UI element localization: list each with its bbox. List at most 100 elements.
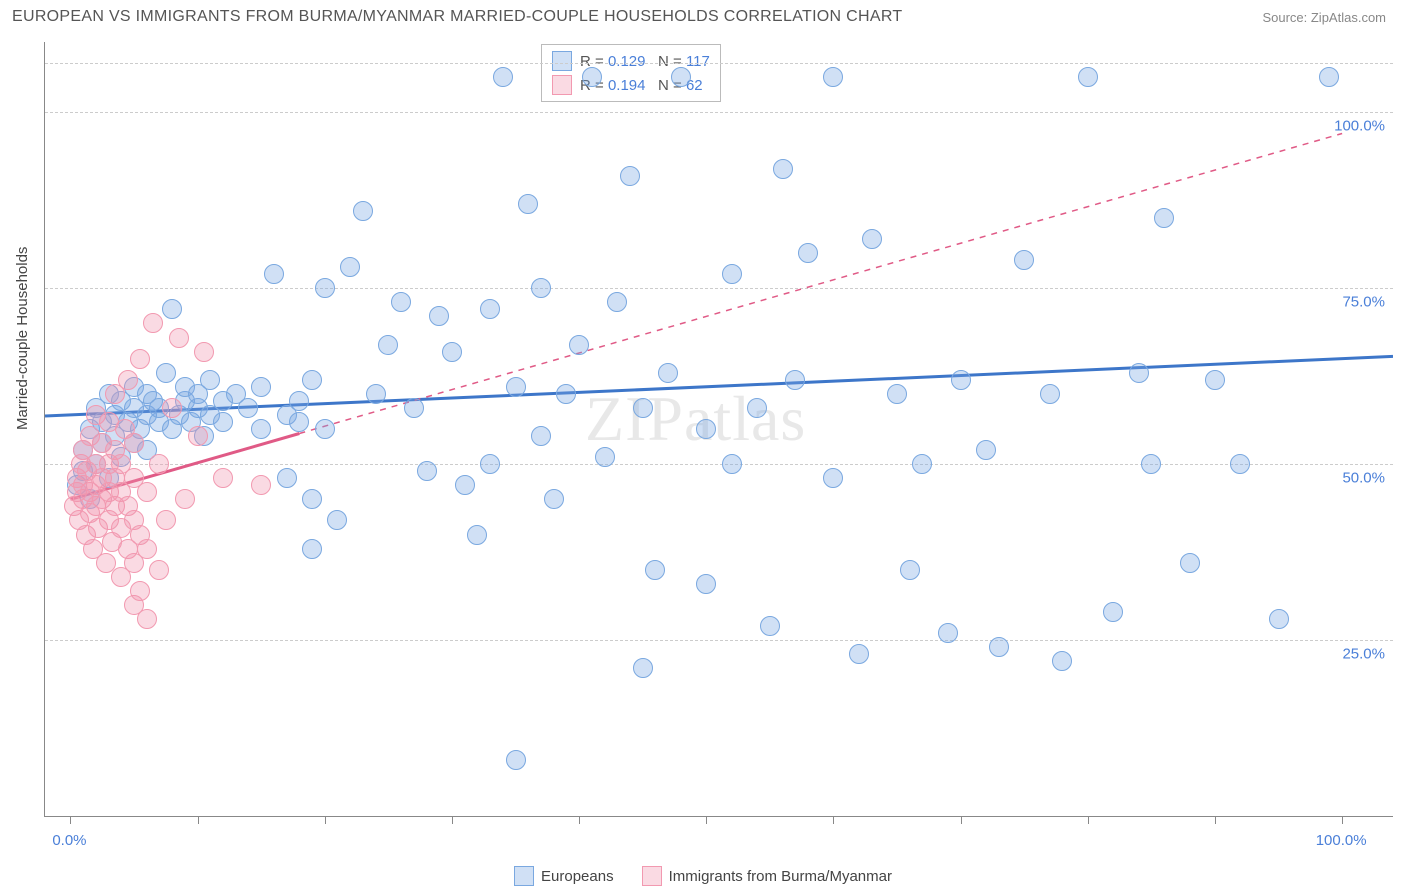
data-point bbox=[137, 482, 157, 502]
data-point bbox=[156, 510, 176, 530]
gridline bbox=[45, 63, 1393, 64]
data-point bbox=[989, 637, 1009, 657]
data-point bbox=[289, 391, 309, 411]
data-point bbox=[645, 560, 665, 580]
xtick bbox=[833, 816, 834, 824]
data-point bbox=[251, 475, 271, 495]
data-point bbox=[169, 328, 189, 348]
data-point bbox=[467, 525, 487, 545]
data-point bbox=[366, 384, 386, 404]
data-point bbox=[480, 299, 500, 319]
xtick bbox=[325, 816, 326, 824]
xtick bbox=[1088, 816, 1089, 824]
data-point bbox=[747, 398, 767, 418]
data-point bbox=[1014, 250, 1034, 270]
data-point bbox=[531, 426, 551, 446]
data-point bbox=[912, 454, 932, 474]
data-point bbox=[130, 581, 150, 601]
data-point bbox=[671, 67, 691, 87]
data-point bbox=[315, 419, 335, 439]
ytick-label: 25.0% bbox=[1342, 646, 1385, 663]
data-point bbox=[1078, 67, 1098, 87]
data-point bbox=[569, 335, 589, 355]
scatter-chart: ZIPatlas R = 0.129 N = 117R = 0.194 N = … bbox=[44, 42, 1393, 817]
data-point bbox=[327, 510, 347, 530]
data-point bbox=[696, 419, 716, 439]
data-point bbox=[760, 616, 780, 636]
data-point bbox=[531, 278, 551, 298]
data-point bbox=[188, 426, 208, 446]
legend-swatch bbox=[552, 51, 572, 71]
data-point bbox=[1230, 454, 1250, 474]
data-point bbox=[696, 574, 716, 594]
xtick bbox=[198, 816, 199, 824]
data-point bbox=[149, 560, 169, 580]
legend-label: Europeans bbox=[541, 868, 614, 885]
data-point bbox=[518, 194, 538, 214]
data-point bbox=[823, 67, 843, 87]
data-point bbox=[213, 412, 233, 432]
xtick bbox=[70, 816, 71, 824]
data-point bbox=[143, 313, 163, 333]
data-point bbox=[556, 384, 576, 404]
data-point bbox=[1040, 384, 1060, 404]
legend-swatch bbox=[514, 866, 534, 886]
legend-item: Immigrants from Burma/Myanmar bbox=[642, 866, 892, 886]
data-point bbox=[1052, 651, 1072, 671]
ytick-label: 75.0% bbox=[1342, 294, 1385, 311]
data-point bbox=[773, 159, 793, 179]
source-label: Source: ZipAtlas.com bbox=[1262, 10, 1386, 25]
data-point bbox=[595, 447, 615, 467]
data-point bbox=[1319, 67, 1339, 87]
data-point bbox=[130, 349, 150, 369]
xtick-label: 0.0% bbox=[52, 832, 86, 849]
series-legend: Europeans Immigrants from Burma/Myanmar bbox=[0, 866, 1406, 886]
data-point bbox=[200, 370, 220, 390]
data-point bbox=[315, 278, 335, 298]
data-point bbox=[722, 264, 742, 284]
data-point bbox=[798, 243, 818, 263]
legend-swatch bbox=[552, 75, 572, 95]
data-point bbox=[442, 342, 462, 362]
ytick-label: 50.0% bbox=[1342, 470, 1385, 487]
data-point bbox=[302, 370, 322, 390]
data-point bbox=[1180, 553, 1200, 573]
data-point bbox=[862, 229, 882, 249]
data-point bbox=[620, 166, 640, 186]
data-point bbox=[607, 292, 627, 312]
xtick bbox=[961, 816, 962, 824]
y-axis-label: Married-couple Households bbox=[14, 247, 31, 430]
data-point bbox=[480, 454, 500, 474]
data-point bbox=[124, 433, 144, 453]
data-point bbox=[238, 398, 258, 418]
data-point bbox=[1205, 370, 1225, 390]
watermark: ZIPatlas bbox=[585, 382, 806, 456]
data-point bbox=[118, 370, 138, 390]
data-point bbox=[887, 384, 907, 404]
legend-swatch bbox=[642, 866, 662, 886]
data-point bbox=[137, 609, 157, 629]
data-point bbox=[404, 398, 424, 418]
trend-lines bbox=[45, 42, 1393, 816]
data-point bbox=[162, 398, 182, 418]
data-point bbox=[289, 412, 309, 432]
data-point bbox=[175, 489, 195, 509]
data-point bbox=[951, 370, 971, 390]
data-point bbox=[1141, 454, 1161, 474]
correlation-legend: R = 0.129 N = 117R = 0.194 N = 62 bbox=[541, 44, 721, 102]
data-point bbox=[455, 475, 475, 495]
xtick bbox=[706, 816, 707, 824]
xtick bbox=[452, 816, 453, 824]
data-point bbox=[633, 398, 653, 418]
data-point bbox=[658, 363, 678, 383]
data-point bbox=[378, 335, 398, 355]
data-point bbox=[340, 257, 360, 277]
xtick bbox=[1215, 816, 1216, 824]
data-point bbox=[391, 292, 411, 312]
xtick-label: 100.0% bbox=[1316, 832, 1367, 849]
gridline bbox=[45, 464, 1393, 465]
data-point bbox=[429, 306, 449, 326]
data-point bbox=[544, 489, 564, 509]
data-point bbox=[785, 370, 805, 390]
data-point bbox=[213, 468, 233, 488]
